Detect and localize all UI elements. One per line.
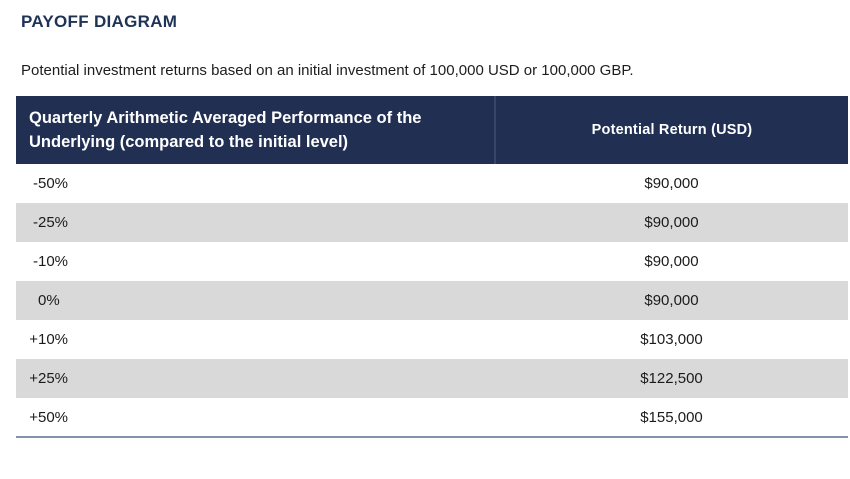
performance-sign: - bbox=[33, 175, 38, 192]
table-row: 0% $90,000 bbox=[16, 281, 848, 320]
table-row: -25% $90,000 bbox=[16, 203, 848, 242]
return-cell: $155,000 bbox=[495, 398, 848, 438]
table-row: -50% $90,000 bbox=[16, 164, 848, 203]
performance-cell: -50% bbox=[16, 164, 495, 203]
column-header-potential-return: Potential Return (USD) bbox=[495, 96, 848, 164]
return-cell: $90,000 bbox=[644, 214, 699, 231]
performance-value: 25% bbox=[38, 370, 69, 387]
performance-cell: +25% bbox=[16, 359, 495, 398]
table-row: +10% $103,000 bbox=[16, 320, 848, 359]
return-cell: $122,500 bbox=[640, 370, 703, 387]
return-cell: $103,000 bbox=[640, 331, 703, 348]
column-header-performance: Quarterly Arithmetic Averaged Performanc… bbox=[16, 96, 496, 164]
table-row: +50% $155,000 bbox=[16, 398, 848, 438]
payoff-table: Quarterly Arithmetic Averaged Performanc… bbox=[16, 96, 848, 438]
performance-value: 10% bbox=[38, 331, 69, 348]
performance-cell: -25% bbox=[16, 203, 495, 242]
table-header-row: Quarterly Arithmetic Averaged Performanc… bbox=[16, 96, 848, 164]
return-cell: $90,000 bbox=[644, 253, 699, 270]
return-cell: $90,000 bbox=[644, 175, 699, 192]
performance-sign: + bbox=[29, 408, 38, 426]
performance-sign: - bbox=[33, 214, 38, 231]
performance-sign: + bbox=[29, 331, 38, 348]
performance-cell: +50% bbox=[16, 398, 495, 438]
table-row: +25% $122,500 bbox=[16, 359, 848, 398]
table-row: -10% $90,000 bbox=[16, 242, 848, 281]
performance-value: 50% bbox=[38, 408, 69, 426]
performance-value: 25% bbox=[38, 214, 69, 231]
performance-cell: +10% bbox=[16, 320, 495, 359]
performance-cell: -10% bbox=[16, 242, 495, 281]
performance-value: 0% bbox=[38, 292, 60, 309]
page-title: PAYOFF DIAGRAM bbox=[21, 12, 178, 31]
performance-sign: + bbox=[29, 370, 38, 387]
performance-cell: 0% bbox=[16, 281, 495, 320]
payoff-page: PAYOFF DIAGRAM Potential investment retu… bbox=[0, 11, 850, 479]
subtitle: Potential investment returns based on an… bbox=[21, 62, 634, 79]
return-cell: $90,000 bbox=[644, 292, 699, 309]
performance-value: 50% bbox=[38, 175, 69, 192]
performance-value: 10% bbox=[38, 253, 69, 270]
performance-sign: - bbox=[33, 253, 38, 270]
